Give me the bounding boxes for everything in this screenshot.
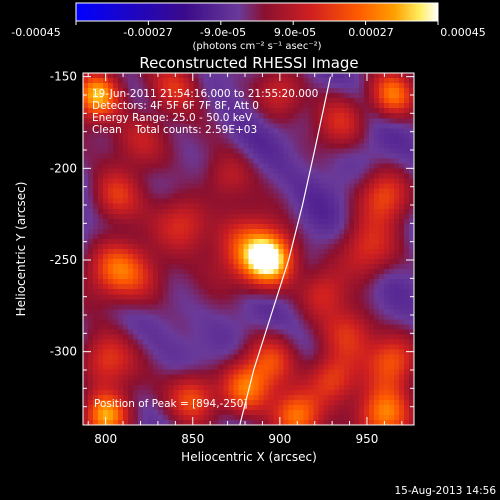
- x-tick-label: 950: [356, 432, 379, 446]
- y-tick-label: -300: [50, 345, 77, 359]
- colorbar: -0.00045 -0.00027 -9.0e-05 9.0e-05 0.000…: [11, 2, 486, 52]
- colorbar-tick-label: -0.00027: [123, 26, 172, 39]
- x-tick-label: 850: [181, 432, 204, 446]
- y-tick-label: -250: [50, 253, 77, 267]
- x-axis-label: Heliocentric X (arcsec): [181, 450, 317, 464]
- footer-timestamp: 15-Aug-2013 14:56: [394, 485, 496, 497]
- y-tick-label: -150: [50, 70, 77, 84]
- annotation-time-range: 19-Jun-2011 21:54:16.000 to 21:55:20.000: [92, 88, 318, 100]
- x-tick-label: 900: [268, 432, 291, 446]
- y-tick-label: -200: [50, 161, 77, 175]
- colorbar-tick-label: 9.0e-05: [274, 26, 316, 39]
- annotation-detectors: Detectors: 4F 5F 6F 7F 8F, Att 0: [92, 100, 259, 112]
- colorbar-ticks: [75, 21, 439, 25]
- axis-ticks: [83, 73, 414, 426]
- colorbar-tick-label: -9.0e-05: [200, 26, 246, 39]
- colorbar-tick-label: -0.00045: [11, 26, 60, 39]
- plot-frame: [82, 72, 415, 426]
- colorbar-tick-label: 0.00045: [440, 26, 486, 39]
- annotation-clean-counts: Clean Total counts: 2.59E+03: [92, 124, 257, 136]
- annotation-energy-range: Energy Range: 25.0 - 50.0 keV: [92, 112, 253, 124]
- chart-title: Reconstructed RHESSI Image: [139, 54, 358, 72]
- colorbar-tick-label: 0.00027: [348, 26, 394, 39]
- x-tick-label: 800: [94, 432, 117, 446]
- colorbar-unit-label: (photons cm⁻² s⁻¹ asec⁻²): [192, 41, 321, 52]
- colorbar-gradient: [75, 2, 439, 22]
- solar-limb-curve: [239, 76, 331, 425]
- annotation-peak-position: Position of Peak = [894,-250]: [94, 398, 248, 410]
- y-axis-label: Heliocentric Y (arcsec): [14, 182, 28, 317]
- heatmap-image: [83, 73, 414, 425]
